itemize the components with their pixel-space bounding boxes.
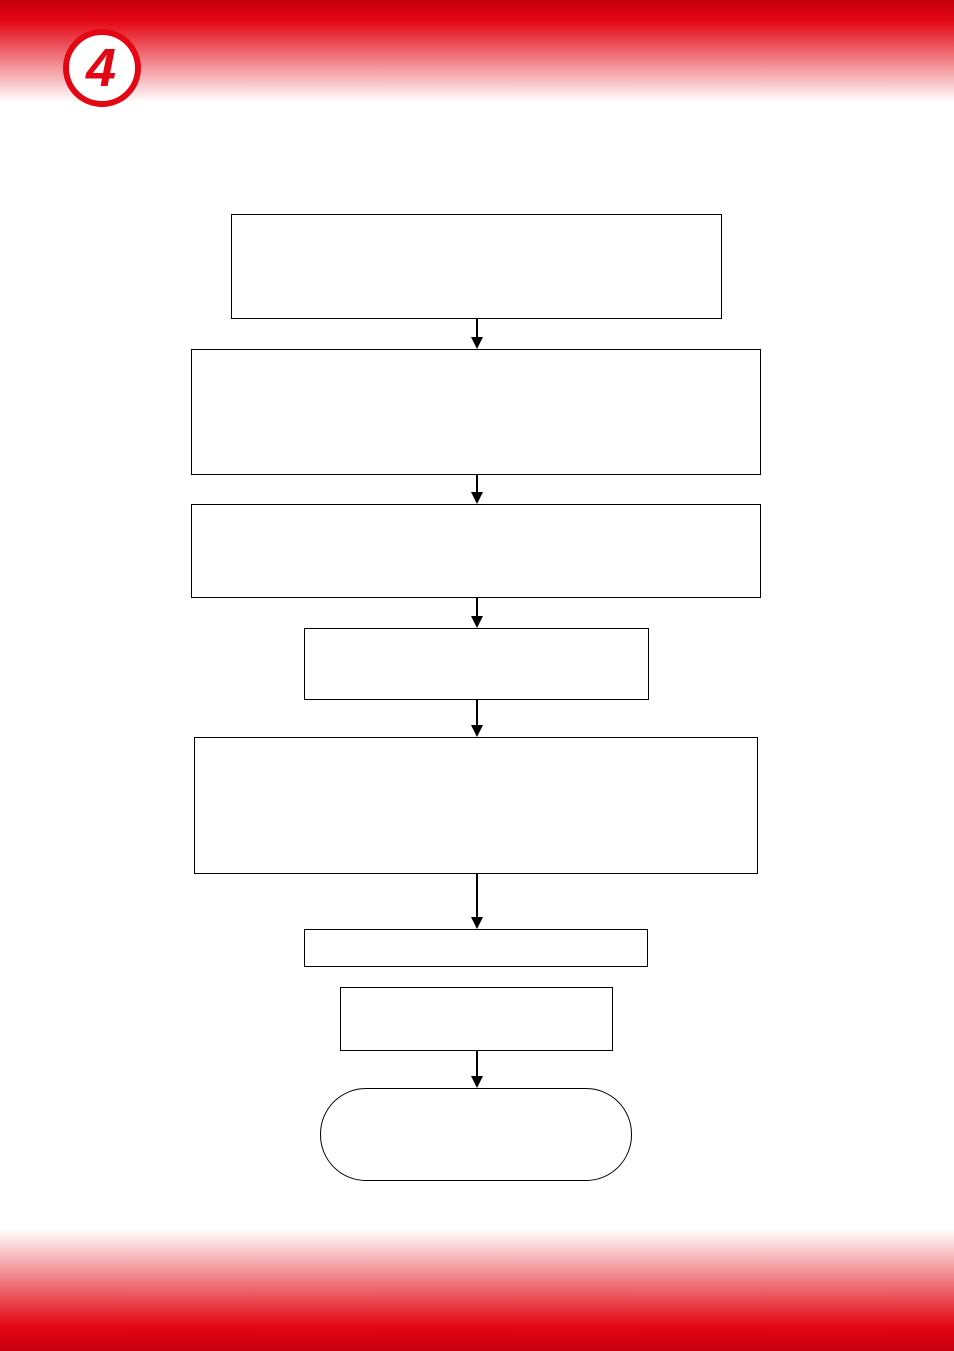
flow-node [304,929,648,967]
flow-arrow [468,1051,486,1088]
flow-arrow [468,874,486,929]
flow-node [194,737,758,874]
chapter-number: 4 [86,41,116,95]
flow-arrow [468,598,486,628]
page-header-gradient [0,0,954,102]
flow-node [320,1088,632,1181]
flow-arrow [468,475,486,504]
flow-node [340,987,613,1051]
flow-arrow [468,319,486,349]
page-footer-gradient [0,1229,954,1351]
flow-node [191,349,761,475]
chapter-badge: 4 [63,29,141,107]
flow-node [231,214,722,319]
flow-node [304,628,649,700]
flow-arrow [468,700,486,737]
flow-node [191,504,761,598]
